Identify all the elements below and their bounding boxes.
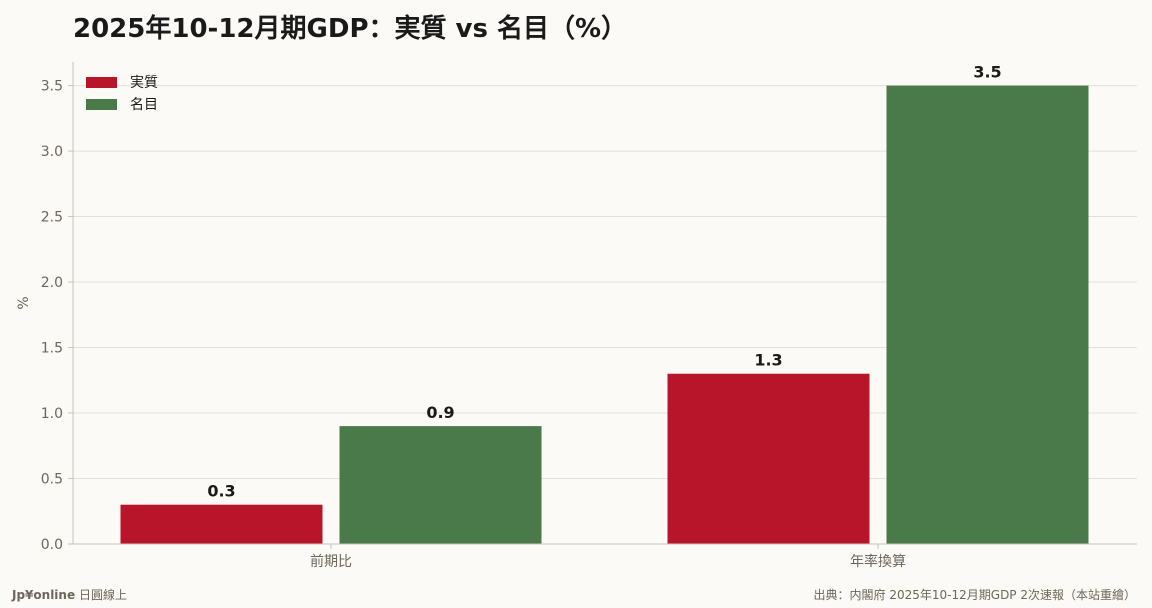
data-label: 0.9	[426, 403, 454, 422]
brand-suffix: 日圓線上	[78, 588, 127, 602]
bar	[339, 426, 542, 544]
y-tick-label: 3.5	[41, 79, 63, 95]
footer-brand: Jp¥online 日圓線上	[12, 586, 127, 603]
data-label: 3.5	[973, 63, 1001, 82]
bars: 0.3 0.9 1.3 3.5	[120, 63, 1089, 545]
legend-swatch	[86, 77, 117, 88]
footer-source: 出典：内閣府 2025年10-12月期GDP 2次速報（本站重繪）	[813, 588, 1136, 602]
data-label: 0.3	[207, 482, 235, 501]
x-tick-label: 年率換算	[850, 553, 906, 570]
y-axis-label: %	[16, 296, 32, 309]
y-tick-label: 0.0	[41, 537, 63, 553]
gridlines	[73, 85, 1137, 480]
bar	[886, 85, 1089, 545]
legend-label: 名目	[130, 97, 158, 113]
brand-name: Jp¥online	[12, 588, 76, 602]
y-tick-label: 3.0	[41, 144, 63, 160]
x-tick-label: 前期比	[310, 553, 352, 570]
bar	[667, 373, 870, 544]
y-tick-label: 0.5	[41, 472, 63, 488]
bar	[120, 504, 323, 544]
legend-swatch	[86, 99, 117, 110]
chart-title: 2025年10-12月期GDP：実質 vs 名目（%）	[73, 13, 627, 44]
y-tick-label: 2.0	[41, 275, 63, 291]
axes: 0.0 0.5 1.0 1.5 2.0 2.5 3.0 3.5 前期比 年率換算	[41, 62, 1137, 570]
y-tick-label: 2.5	[41, 210, 63, 226]
y-tick-label: 1.5	[41, 341, 63, 357]
data-label: 1.3	[754, 351, 782, 370]
legend-label: 実質	[130, 75, 158, 91]
y-tick-label: 1.0	[41, 406, 63, 422]
